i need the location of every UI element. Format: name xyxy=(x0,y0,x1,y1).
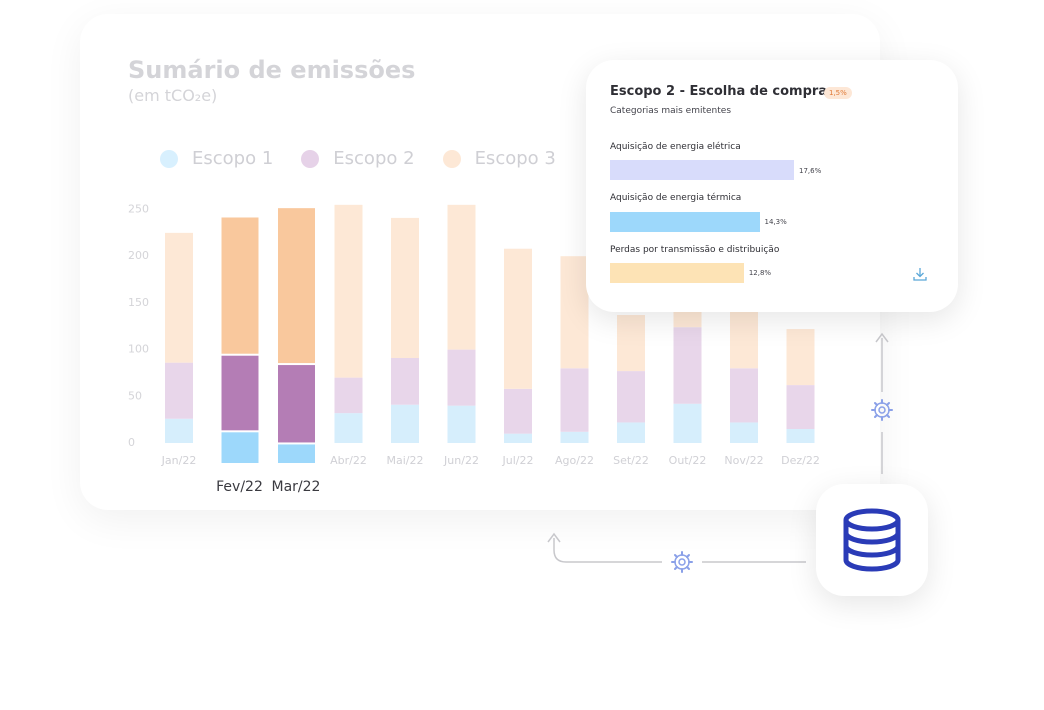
bar-segment[interactable] xyxy=(278,208,315,364)
bar-segment[interactable] xyxy=(504,433,532,443)
bar-segment[interactable] xyxy=(278,365,315,443)
bar-segment[interactable] xyxy=(447,405,476,443)
bar-segment[interactable] xyxy=(447,349,476,406)
x-tick-label: Fev/22 xyxy=(216,479,263,495)
bar-segment[interactable] xyxy=(504,388,532,434)
legend-dot-escopo-2 xyxy=(301,149,320,168)
popup-bar-value: 17,6% xyxy=(799,167,822,175)
arrow-up-icon xyxy=(875,332,889,343)
database-card[interactable] xyxy=(816,484,928,596)
x-tick-label: Mai/22 xyxy=(387,454,424,467)
bar-segment[interactable] xyxy=(334,413,363,443)
bar-segment[interactable] xyxy=(730,302,758,369)
x-tick-label: Out/22 xyxy=(669,454,707,467)
bar-segment[interactable] xyxy=(673,327,702,404)
popup-bar xyxy=(610,160,794,180)
legend-dot-escopo-1 xyxy=(160,149,178,168)
x-tick-label: Set/22 xyxy=(613,454,649,467)
popup-bar-value: 12,8% xyxy=(748,269,772,277)
x-tick-label: Nov/22 xyxy=(724,454,763,467)
bar-segment[interactable] xyxy=(165,418,193,443)
connector-line-corner xyxy=(553,538,567,563)
y-tick-label: 150 xyxy=(128,296,149,309)
bar-segment[interactable] xyxy=(673,403,702,443)
arrow-up-icon xyxy=(547,532,561,543)
legend-item-escopo-1[interactable]: Escopo 1 xyxy=(160,148,273,169)
legend-label-escopo-3: Escopo 3 xyxy=(474,148,556,169)
popup-bar-label: Aquisição de energia elétrica xyxy=(610,142,741,152)
y-tick-label: 0 xyxy=(128,436,135,449)
bar-segment[interactable] xyxy=(730,422,758,443)
download-icon[interactable] xyxy=(912,266,928,282)
legend-item-escopo-3[interactable]: Escopo 3 xyxy=(442,148,556,169)
chart-legend: Escopo 1 Escopo 2 Escopo 3 xyxy=(160,148,556,169)
bar-segment[interactable] xyxy=(560,431,589,443)
y-tick-label: 50 xyxy=(128,389,142,402)
popup-bar xyxy=(610,263,744,283)
bar-segment[interactable] xyxy=(334,204,363,378)
x-tick-label: Jun/22 xyxy=(443,454,479,467)
legend-label-escopo-1: Escopo 1 xyxy=(192,148,274,169)
bar-segment[interactable] xyxy=(617,371,645,423)
y-tick-label: 250 xyxy=(128,203,149,216)
popup-bar-label: Perdas por transmissão e distribuição xyxy=(610,245,780,255)
bar-segment[interactable] xyxy=(617,315,645,372)
bar-segment[interactable] xyxy=(165,232,193,363)
gear-icon[interactable] xyxy=(671,551,693,573)
bar-segment[interactable] xyxy=(786,329,815,386)
bar-segment[interactable] xyxy=(560,256,589,369)
bar-segment[interactable] xyxy=(221,217,259,354)
bar-segment[interactable] xyxy=(617,422,645,443)
legend-item-escopo-2[interactable]: Escopo 2 xyxy=(301,148,415,169)
x-tick-label: Dez/22 xyxy=(781,454,820,467)
popup-bar-label: Aquisição de energia térmica xyxy=(610,193,742,203)
bar-segment[interactable] xyxy=(786,428,815,443)
database-icon xyxy=(843,508,901,572)
scope-2-popup: Escopo 2 - Escolha de compra 1,5% Catego… xyxy=(586,60,958,312)
chart-subtitle: (em tCO₂e) xyxy=(128,86,218,105)
x-tick-label: Jan/22 xyxy=(161,454,197,467)
x-tick-label: Jul/22 xyxy=(502,454,534,467)
bar-segment[interactable] xyxy=(730,368,758,423)
bar-segment[interactable] xyxy=(560,368,589,432)
bar-segment[interactable] xyxy=(221,432,259,463)
x-tick-label: Abr/22 xyxy=(330,454,367,467)
popup-subtitle: Categorias mais emitentes xyxy=(610,106,732,116)
gear-icon[interactable] xyxy=(871,399,893,421)
legend-label-escopo-2: Escopo 2 xyxy=(333,148,415,169)
bar-segment[interactable] xyxy=(786,385,815,429)
bar-segment[interactable] xyxy=(391,404,419,443)
bar-segment[interactable] xyxy=(504,248,532,389)
popup-bar xyxy=(610,212,760,232)
popup-title: Escopo 2 - Escolha de compra xyxy=(610,84,828,99)
x-tick-label: Mar/22 xyxy=(272,479,321,495)
bar-segment[interactable] xyxy=(165,362,193,419)
chart-title: Sumário de emissões xyxy=(128,56,416,84)
bar-segment[interactable] xyxy=(278,444,315,463)
bar-segment[interactable] xyxy=(391,358,419,405)
popup-badge: 1,5% xyxy=(824,87,852,99)
bar-segment[interactable] xyxy=(447,204,476,350)
bar-segment[interactable] xyxy=(391,217,419,359)
legend-dot-escopo-3 xyxy=(442,149,461,168)
popup-bar-value: 14,3% xyxy=(764,218,787,226)
y-tick-label: 100 xyxy=(128,343,149,356)
bar-segment[interactable] xyxy=(334,377,363,414)
y-tick-label: 200 xyxy=(128,249,149,262)
x-tick-label: Ago/22 xyxy=(555,454,594,467)
bar-segment[interactable] xyxy=(221,355,259,431)
